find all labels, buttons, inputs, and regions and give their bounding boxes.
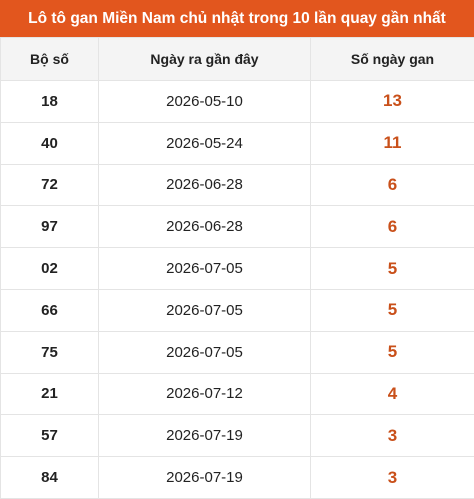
number-cell: 57 [1, 415, 99, 457]
table-title: Lô tô gan Miền Nam chủ nhật trong 10 lần… [0, 0, 474, 37]
number-cell: 72 [1, 164, 99, 206]
count-cell: 5 [311, 289, 474, 331]
count-cell: 3 [311, 415, 474, 457]
date-cell: 2026-06-28 [99, 164, 311, 206]
count-cell: 4 [311, 373, 474, 415]
number-cell: 75 [1, 331, 99, 373]
number-cell: 66 [1, 289, 99, 331]
count-cell: 5 [311, 331, 474, 373]
date-cell: 2026-07-05 [99, 331, 311, 373]
number-cell: 21 [1, 373, 99, 415]
date-cell: 2026-05-10 [99, 81, 311, 123]
date-cell: 2026-07-05 [99, 248, 311, 290]
count-cell: 3 [311, 457, 474, 499]
date-cell: 2026-07-19 [99, 457, 311, 499]
column-header: Số ngày gan [311, 38, 474, 81]
date-cell: 2026-07-19 [99, 415, 311, 457]
count-cell: 6 [311, 206, 474, 248]
count-cell: 6 [311, 164, 474, 206]
date-cell: 2026-06-28 [99, 206, 311, 248]
date-cell: 2026-05-24 [99, 122, 311, 164]
column-header: Ngày ra gần đây [99, 38, 311, 81]
number-cell: 40 [1, 122, 99, 164]
date-cell: 2026-07-12 [99, 373, 311, 415]
count-cell: 5 [311, 248, 474, 290]
date-cell: 2026-07-05 [99, 289, 311, 331]
count-cell: 13 [311, 81, 474, 123]
number-cell: 97 [1, 206, 99, 248]
number-cell: 18 [1, 81, 99, 123]
number-cell: 84 [1, 457, 99, 499]
column-header: Bộ số [1, 38, 99, 81]
count-cell: 11 [311, 122, 474, 164]
number-cell: 02 [1, 248, 99, 290]
